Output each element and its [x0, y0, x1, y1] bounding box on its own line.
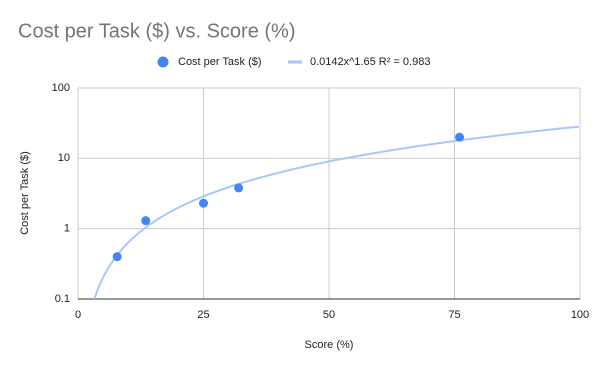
y-tick-label: 10: [58, 152, 70, 164]
legend-label: Cost per Task ($): [178, 56, 262, 68]
chart-title: Cost per Task ($) vs. Score (%): [18, 20, 295, 42]
x-axis-label: Score (%): [305, 339, 354, 351]
y-tick-label: 100: [52, 82, 70, 94]
legend-marker: [157, 56, 169, 68]
y-tick-label: 0.1: [55, 293, 70, 305]
point: [234, 183, 244, 193]
x-tick-label: 100: [571, 309, 589, 321]
x-tick-label: 75: [448, 309, 460, 321]
point: [455, 132, 465, 142]
point: [112, 252, 122, 262]
legend-label: 0.0142x^1.65 R² = 0.983: [310, 56, 430, 68]
x-tick-label: 25: [197, 309, 209, 321]
x-tick-label: 0: [75, 309, 81, 321]
y-axis-label: Cost per Task ($): [19, 151, 31, 235]
x-tick-label: 50: [323, 309, 335, 321]
trendline: [93, 125, 580, 299]
point: [199, 198, 208, 208]
y-tick-label: 1: [64, 223, 70, 235]
point: [141, 216, 151, 226]
